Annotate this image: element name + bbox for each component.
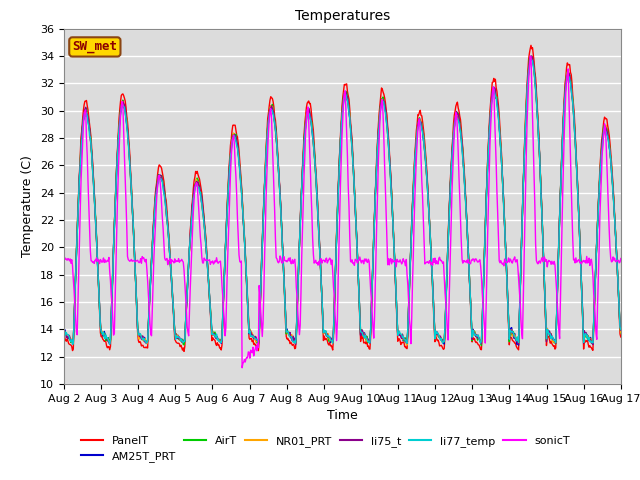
PanelT — [60, 335, 68, 341]
li75_t — [589, 342, 596, 348]
PanelT — [180, 348, 188, 354]
PanelT — [214, 342, 222, 348]
NR01_PRT — [411, 156, 419, 162]
li75_t — [70, 319, 78, 324]
NR01_PRT — [70, 317, 78, 323]
NR01_PRT — [60, 328, 68, 334]
sonicT — [127, 256, 135, 262]
NR01_PRT — [127, 185, 135, 191]
li75_t — [528, 53, 536, 59]
li77_temp — [185, 259, 193, 264]
li77_temp — [527, 57, 535, 62]
AirT — [477, 343, 485, 348]
AirT — [184, 274, 192, 279]
li75_t — [184, 275, 192, 281]
sonicT — [214, 259, 221, 264]
Line: AirT: AirT — [64, 56, 621, 346]
AM25T_PRT — [426, 233, 434, 239]
NR01_PRT — [403, 342, 411, 348]
Legend: PanelT, AM25T_PRT, AirT, NR01_PRT, li75_t, li77_temp, sonicT: PanelT, AM25T_PRT, AirT, NR01_PRT, li75_… — [81, 436, 570, 462]
NR01_PRT — [528, 54, 536, 60]
li77_temp — [68, 341, 76, 347]
Text: SW_met: SW_met — [72, 40, 117, 53]
NR01_PRT — [184, 272, 192, 278]
sonicT — [411, 196, 419, 202]
NR01_PRT — [214, 336, 221, 341]
sonicT — [428, 262, 435, 267]
li77_temp — [214, 336, 222, 342]
AirT — [617, 330, 625, 336]
AirT — [70, 316, 78, 322]
AirT — [410, 171, 418, 177]
AM25T_PRT — [214, 334, 221, 340]
sonicT — [238, 365, 246, 371]
PanelT — [617, 334, 625, 340]
AM25T_PRT — [184, 275, 192, 281]
li77_temp — [71, 294, 79, 300]
AM25T_PRT — [70, 317, 78, 323]
Y-axis label: Temperature (C): Temperature (C) — [22, 156, 35, 257]
NR01_PRT — [428, 249, 435, 255]
sonicT — [184, 329, 192, 335]
li77_temp — [411, 157, 419, 163]
sonicT — [526, 53, 534, 59]
AM25T_PRT — [60, 330, 68, 336]
PanelT — [428, 251, 435, 257]
sonicT — [617, 256, 625, 262]
PanelT — [527, 42, 535, 48]
li77_temp — [617, 327, 625, 333]
AM25T_PRT — [127, 189, 135, 194]
li75_t — [426, 238, 434, 243]
Line: li75_t: li75_t — [64, 56, 621, 345]
PanelT — [185, 259, 193, 265]
li75_t — [617, 327, 625, 333]
AM25T_PRT — [410, 174, 418, 180]
Line: PanelT: PanelT — [64, 45, 621, 351]
PanelT — [411, 153, 419, 158]
Line: li77_temp: li77_temp — [64, 60, 621, 344]
Line: sonicT: sonicT — [64, 56, 621, 368]
Line: AM25T_PRT: AM25T_PRT — [64, 58, 621, 345]
li75_t — [60, 331, 68, 336]
li77_temp — [428, 252, 435, 257]
AM25T_PRT — [515, 342, 522, 348]
PanelT — [127, 182, 135, 188]
AirT — [60, 328, 68, 334]
li77_temp — [128, 204, 136, 210]
li75_t — [127, 187, 135, 192]
li75_t — [214, 336, 221, 342]
AirT — [527, 53, 535, 59]
X-axis label: Time: Time — [327, 409, 358, 422]
AM25T_PRT — [528, 55, 536, 60]
Title: Temperatures: Temperatures — [295, 10, 390, 24]
AM25T_PRT — [617, 328, 625, 334]
AirT — [127, 186, 135, 192]
Line: NR01_PRT: NR01_PRT — [64, 57, 621, 345]
AirT — [214, 336, 221, 342]
li75_t — [410, 175, 418, 181]
li77_temp — [60, 324, 68, 330]
NR01_PRT — [617, 330, 625, 336]
PanelT — [70, 322, 78, 327]
sonicT — [70, 287, 78, 293]
AirT — [426, 233, 434, 239]
sonicT — [60, 256, 68, 262]
